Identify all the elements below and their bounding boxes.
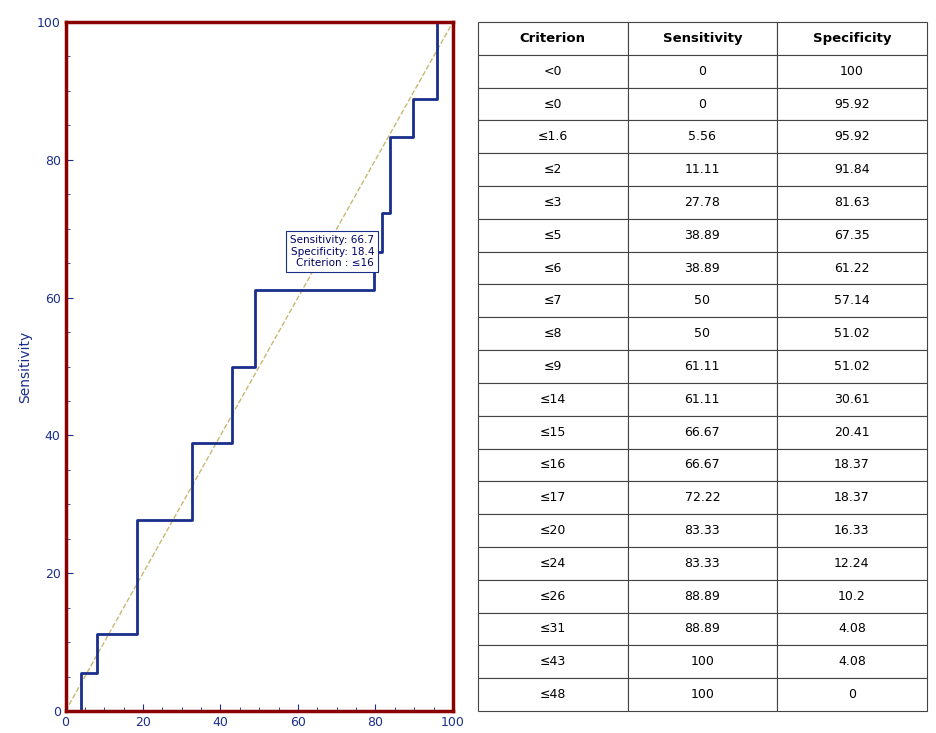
Text: Sensitivity: 66.7
Specificity: 18.4
Criterion : ≤16: Sensitivity: 66.7 Specificity: 18.4 Crit… xyxy=(290,235,374,268)
Y-axis label: Sensitivity: Sensitivity xyxy=(19,331,33,402)
